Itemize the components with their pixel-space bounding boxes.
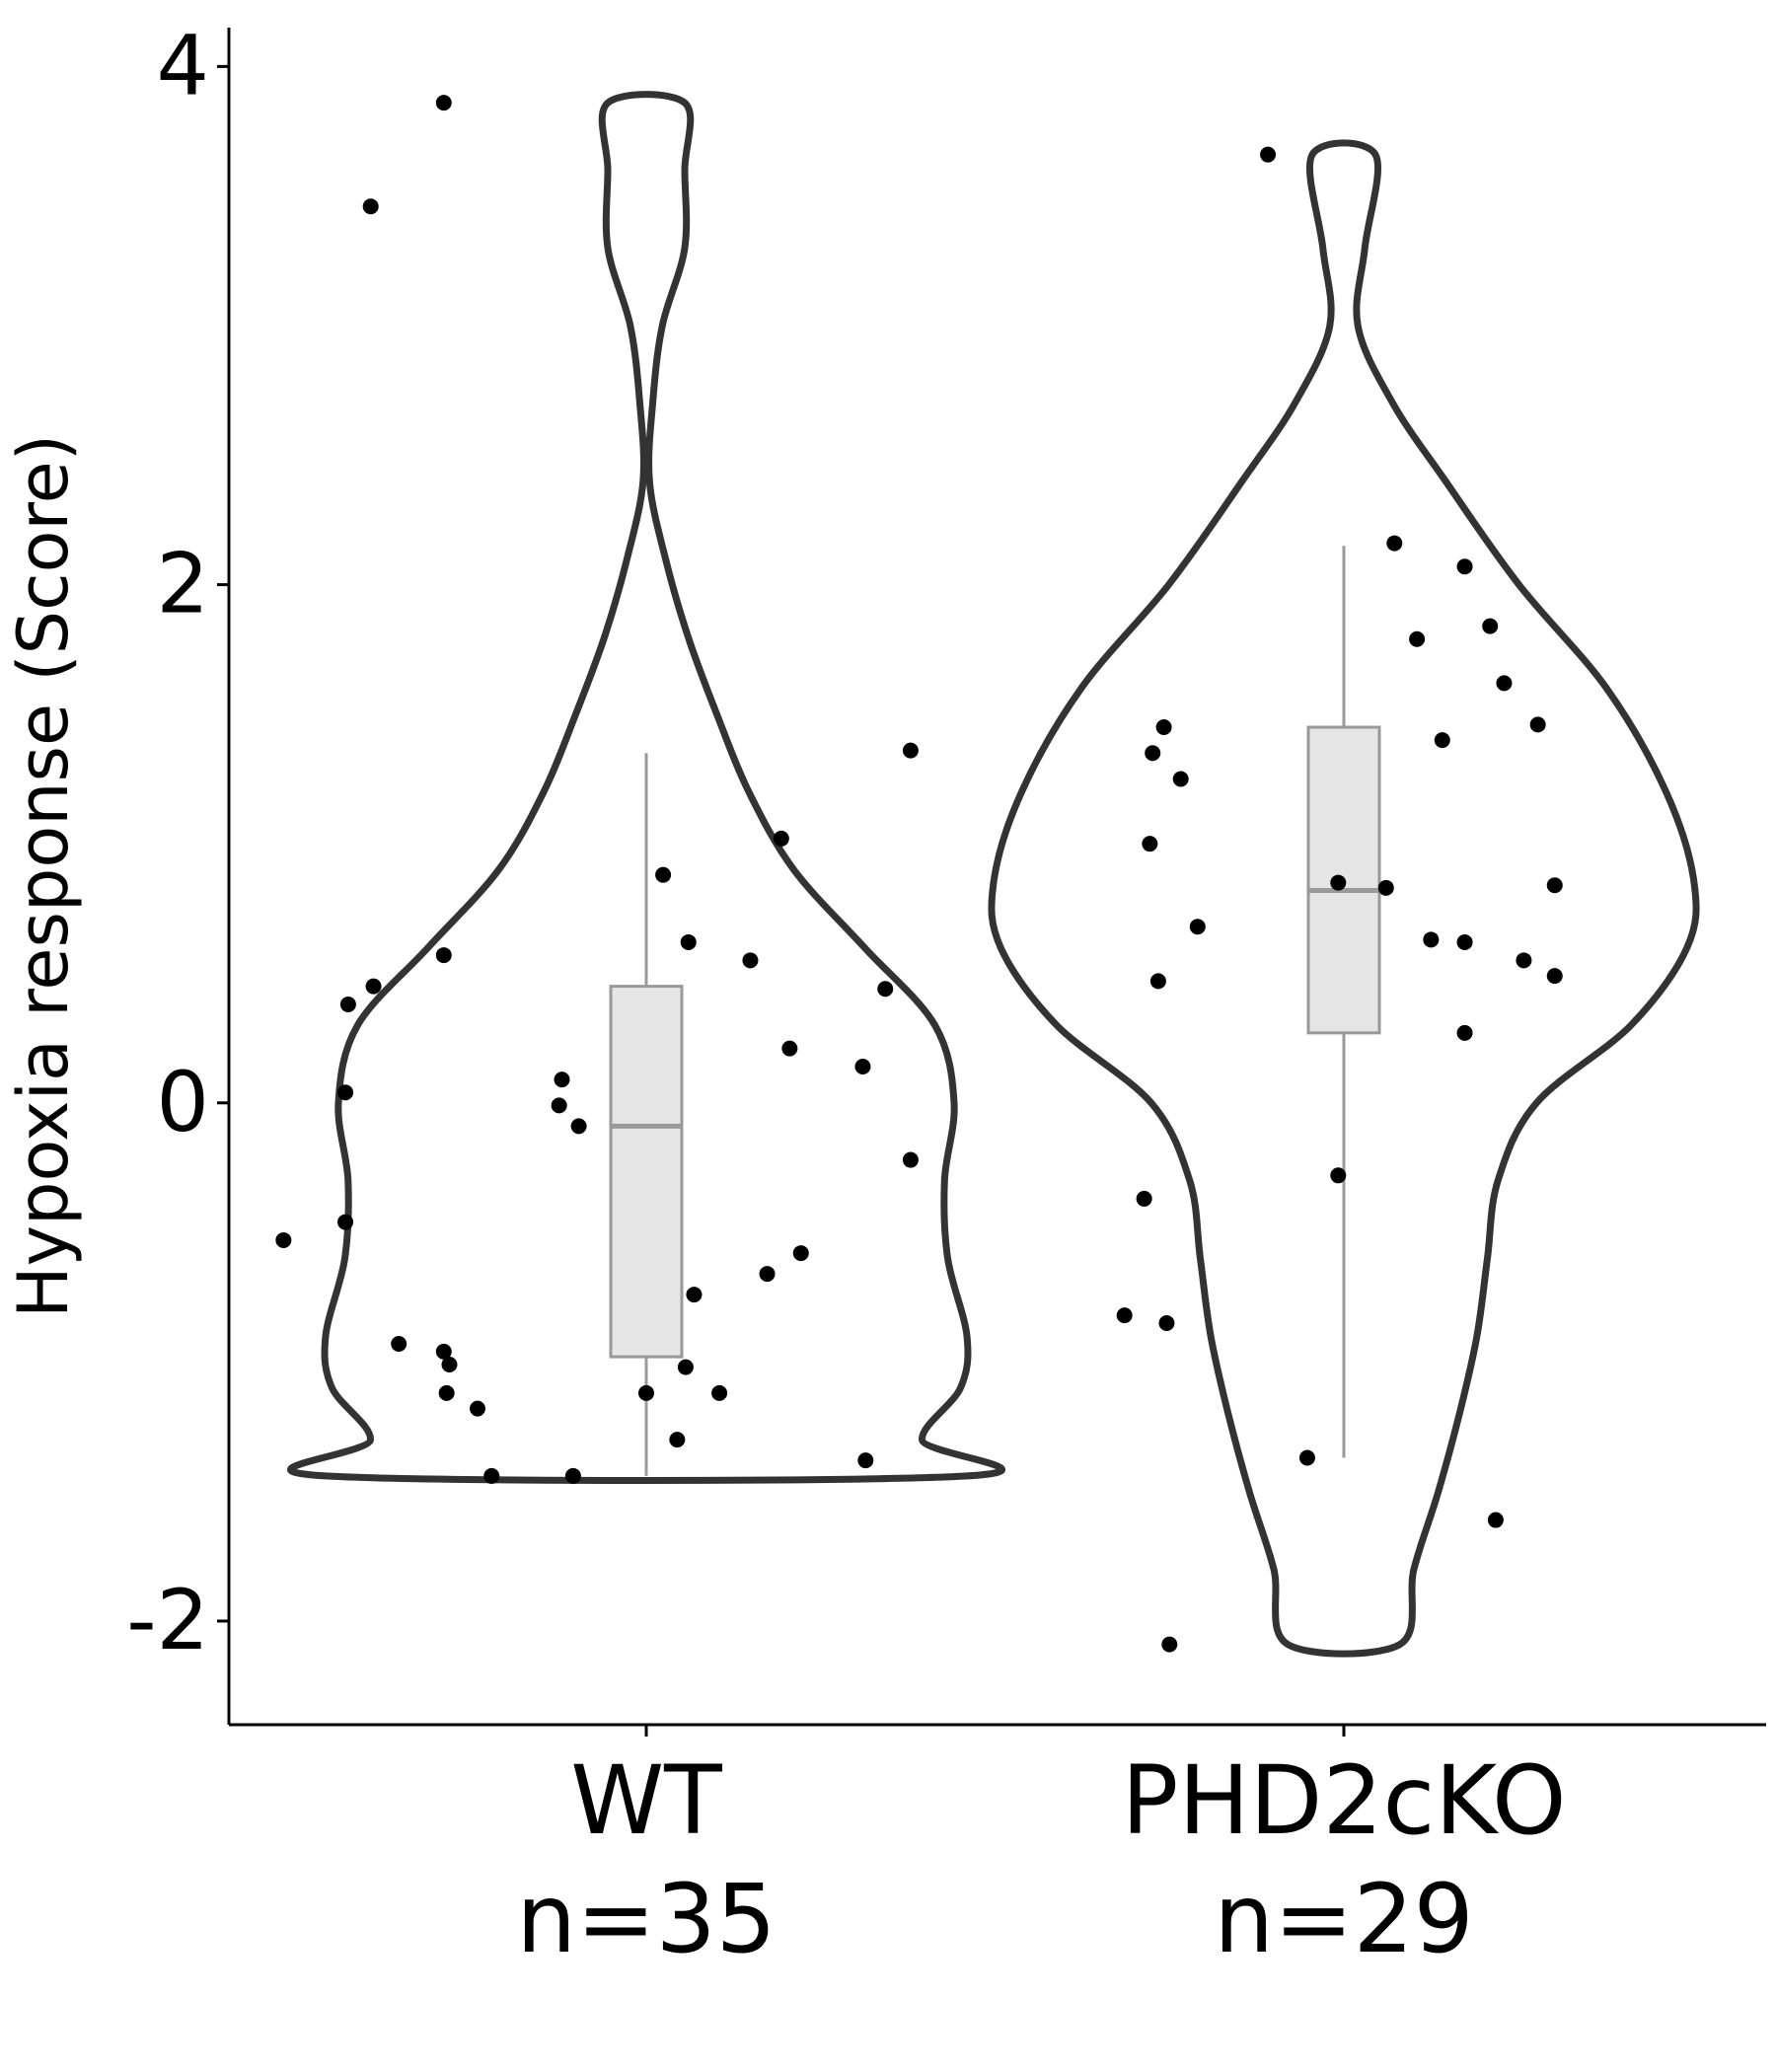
- point-wt-29: [711, 1384, 728, 1401]
- point-wt-2: [902, 742, 919, 759]
- point-phd2cko-9: [1434, 732, 1450, 749]
- point-phd2cko-13: [1377, 879, 1394, 896]
- point-wt-16: [570, 1118, 587, 1135]
- point-phd2cko-18: [1516, 952, 1532, 969]
- point-wt-11: [781, 1040, 798, 1057]
- point-wt-30: [470, 1400, 485, 1417]
- point-wt-4: [655, 866, 672, 883]
- point-wt-21: [759, 1266, 776, 1283]
- point-phd2cko-15: [1189, 919, 1206, 935]
- point-wt-34: [483, 1467, 500, 1484]
- point-wt-13: [554, 1072, 570, 1088]
- y-tick-label-0: -2: [126, 1572, 209, 1668]
- point-wt-26: [677, 1359, 694, 1375]
- point-phd2cko-19: [1149, 973, 1166, 990]
- point-phd2cko-28: [1161, 1636, 1178, 1653]
- point-wt-10: [339, 996, 356, 1012]
- point-phd2cko-25: [1158, 1314, 1175, 1331]
- point-wt-25: [441, 1356, 458, 1372]
- point-phd2cko-14: [1546, 877, 1563, 894]
- point-phd2cko-11: [1142, 836, 1158, 852]
- point-wt-7: [742, 952, 759, 969]
- point-wt-1: [362, 198, 379, 215]
- point-phd2cko-21: [1456, 1024, 1473, 1041]
- point-wt-19: [337, 1214, 354, 1230]
- y-tick-label-3: 4: [157, 17, 209, 113]
- point-wt-3: [773, 830, 789, 847]
- point-phd2cko-3: [1409, 630, 1426, 647]
- point-phd2cko-12: [1330, 874, 1347, 891]
- violin-wt: [287, 91, 1005, 1484]
- point-phd2cko-22: [1330, 1167, 1347, 1184]
- y-axis-label: Hypoxia response (Score): [3, 434, 84, 1318]
- point-wt-9: [877, 981, 894, 998]
- point-phd2cko-7: [1155, 719, 1172, 736]
- point-wt-12: [854, 1059, 871, 1075]
- point-wt-28: [638, 1384, 654, 1401]
- point-wt-17: [902, 1151, 919, 1168]
- violins-layer: [287, 91, 1700, 1658]
- boxplot-wt: [609, 753, 684, 1476]
- boxplot-phd2cko: [1306, 546, 1381, 1458]
- point-phd2cko-16: [1423, 931, 1440, 948]
- point-phd2cko-5: [1496, 675, 1513, 692]
- x-tick-label-phd2cko: PHD2cKO: [1121, 1745, 1566, 1856]
- y-tick-label-2: 2: [157, 536, 209, 632]
- point-phd2cko-23: [1136, 1190, 1152, 1207]
- x-tick-label-wt: WT: [570, 1745, 722, 1856]
- point-phd2cko-8: [1145, 745, 1161, 762]
- boxplots-layer: [609, 546, 1381, 1476]
- point-phd2cko-4: [1482, 618, 1499, 634]
- violin-phd2cko: [988, 139, 1700, 1658]
- point-phd2cko-10: [1172, 771, 1189, 787]
- points-layer: [275, 95, 1563, 1653]
- point-wt-18: [275, 1231, 292, 1248]
- y-tick-label-1: 0: [157, 1054, 209, 1150]
- point-phd2cko-26: [1298, 1449, 1315, 1466]
- box-iqr: [609, 985, 684, 1359]
- x-n-label-phd2cko: n=29: [1214, 1864, 1473, 1974]
- point-wt-33: [564, 1467, 581, 1484]
- point-phd2cko-27: [1487, 1512, 1504, 1528]
- point-wt-14: [337, 1084, 354, 1101]
- point-wt-15: [551, 1097, 567, 1114]
- point-wt-32: [857, 1452, 874, 1469]
- point-wt-0: [435, 95, 452, 111]
- point-phd2cko-20: [1546, 968, 1563, 985]
- point-wt-31: [669, 1432, 686, 1448]
- point-wt-22: [686, 1287, 703, 1303]
- point-phd2cko-2: [1456, 558, 1473, 575]
- point-wt-27: [438, 1384, 455, 1401]
- point-wt-8: [365, 978, 382, 995]
- point-wt-23: [391, 1335, 407, 1352]
- point-wt-5: [680, 933, 697, 950]
- point-wt-20: [792, 1245, 809, 1262]
- point-phd2cko-17: [1456, 933, 1473, 950]
- point-phd2cko-24: [1116, 1307, 1133, 1324]
- point-phd2cko-1: [1386, 535, 1403, 552]
- point-wt-24: [435, 1343, 452, 1360]
- point-phd2cko-0: [1260, 146, 1277, 163]
- x-n-label-wt: n=35: [516, 1864, 776, 1974]
- point-wt-6: [435, 947, 452, 964]
- point-phd2cko-6: [1529, 716, 1546, 733]
